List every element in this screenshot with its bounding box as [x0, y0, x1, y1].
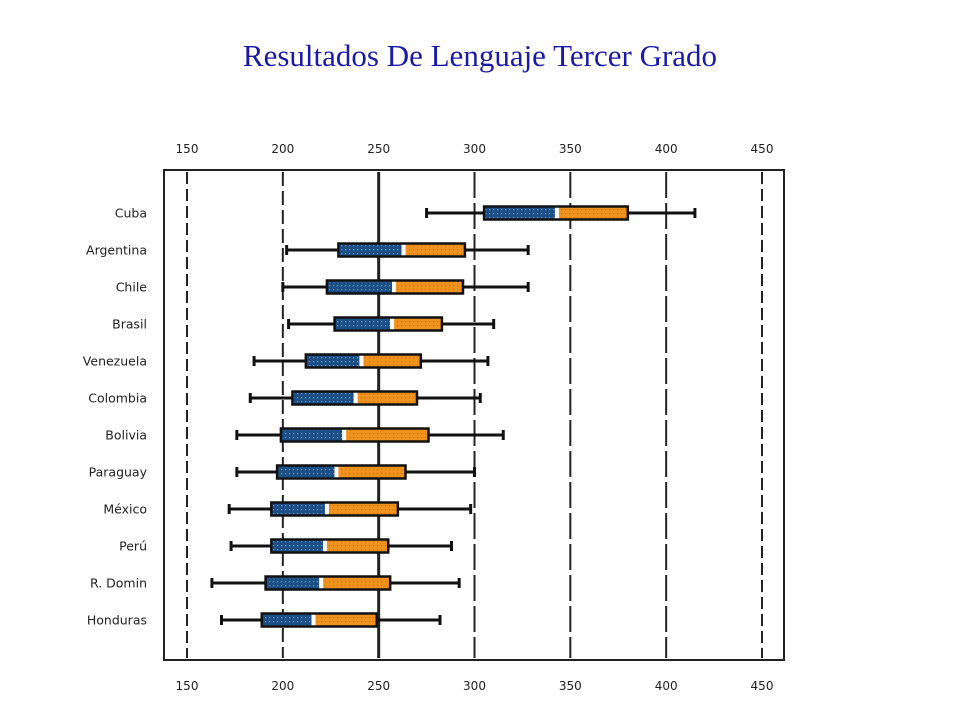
box-lower-half	[271, 502, 327, 516]
x-tick-label-top: 250	[367, 142, 390, 156]
box-lower-half	[265, 576, 322, 590]
box-upper-half	[326, 502, 398, 516]
box-outline	[337, 242, 467, 258]
box-outline	[291, 390, 419, 406]
category-label-honduras: Honduras	[87, 613, 147, 628]
box-colombia	[248, 390, 482, 406]
category-label-per-: Perú	[119, 539, 147, 554]
box-outline	[325, 279, 465, 295]
median-marker	[311, 613, 316, 627]
box-upper-half	[392, 317, 442, 331]
box-lower-half	[261, 613, 314, 627]
box-upper-half	[394, 280, 463, 294]
category-label-argentina: Argentina	[86, 243, 147, 258]
box-paraguay	[235, 464, 476, 480]
box-cuba	[425, 205, 697, 221]
box-outline	[260, 612, 378, 628]
box-outline	[264, 575, 392, 591]
box-venezuela	[252, 353, 490, 369]
box-outline	[279, 427, 430, 443]
box-upper-half	[344, 428, 429, 442]
box-r-domin	[210, 575, 461, 591]
box-upper-half	[325, 539, 389, 553]
box-lower-half	[326, 280, 394, 294]
box-lower-half	[280, 428, 345, 442]
box-argentina	[285, 242, 530, 258]
box-brasil	[287, 316, 496, 332]
x-tick-label-bottom: 400	[655, 679, 678, 693]
box-lower-half	[484, 206, 557, 220]
median-marker	[359, 354, 364, 368]
category-label-colombia: Colombia	[88, 391, 147, 406]
box-lower-half	[292, 391, 356, 405]
category-label-r-domin: R. Domin	[90, 576, 147, 591]
x-tick-label-top: 200	[271, 142, 294, 156]
box-lower-half	[271, 539, 325, 553]
box-bolivia	[235, 427, 505, 443]
median-marker	[392, 280, 396, 294]
x-tick-label-bottom: 250	[367, 679, 390, 693]
x-tick-label-bottom: 200	[271, 679, 294, 693]
median-marker	[323, 539, 327, 553]
box-per-	[229, 538, 453, 554]
median-marker	[334, 465, 339, 479]
box-upper-half	[556, 206, 628, 220]
median-marker	[554, 206, 559, 220]
box-upper-half	[355, 391, 417, 405]
box-outline	[482, 205, 630, 221]
median-marker	[319, 576, 324, 590]
box-lower-half	[338, 243, 404, 257]
box-outline	[333, 316, 444, 332]
box-chile	[281, 279, 530, 295]
category-label-brasil: Brasil	[112, 317, 147, 332]
category-label-paraguay: Paraguay	[89, 465, 148, 480]
box-outline	[270, 501, 400, 517]
category-label-cuba: Cuba	[115, 206, 147, 221]
chart-title: Resultados De Lenguaje Tercer Grado	[242, 38, 718, 73]
median-marker	[401, 243, 406, 257]
box-outline	[275, 464, 407, 480]
box-upper-half	[361, 354, 421, 368]
x-tick-label-top: 400	[655, 142, 678, 156]
x-tick-label-top: 350	[559, 142, 582, 156]
category-label-bolivia: Bolivia	[105, 428, 147, 443]
x-tick-label-top: 300	[463, 142, 486, 156]
box-lower-half	[277, 465, 337, 479]
median-marker	[342, 428, 347, 442]
category-label-chile: Chile	[116, 280, 148, 295]
box-m-xico	[227, 501, 473, 517]
box-upper-half	[336, 465, 406, 479]
box-lower-half	[334, 317, 393, 331]
box-outline	[270, 538, 390, 554]
category-label-m-xico: México	[103, 502, 147, 517]
x-tick-label-bottom: 350	[559, 679, 582, 693]
box-upper-half	[321, 576, 391, 590]
box-upper-half	[403, 243, 465, 257]
box-lower-half	[305, 354, 362, 368]
category-label-venezuela: Venezuela	[83, 354, 147, 369]
median-marker	[324, 502, 329, 516]
box-upper-half	[313, 613, 377, 627]
median-marker	[353, 391, 358, 405]
box-honduras	[220, 612, 442, 628]
x-tick-label-top: 150	[176, 142, 199, 156]
plot-frame	[163, 169, 785, 661]
x-tick-label-bottom: 450	[751, 679, 774, 693]
x-tick-label-top: 450	[751, 142, 774, 156]
x-tick-label-bottom: 150	[176, 679, 199, 693]
box-outline	[304, 353, 423, 369]
median-marker	[390, 317, 395, 331]
x-tick-label-bottom: 300	[463, 679, 486, 693]
